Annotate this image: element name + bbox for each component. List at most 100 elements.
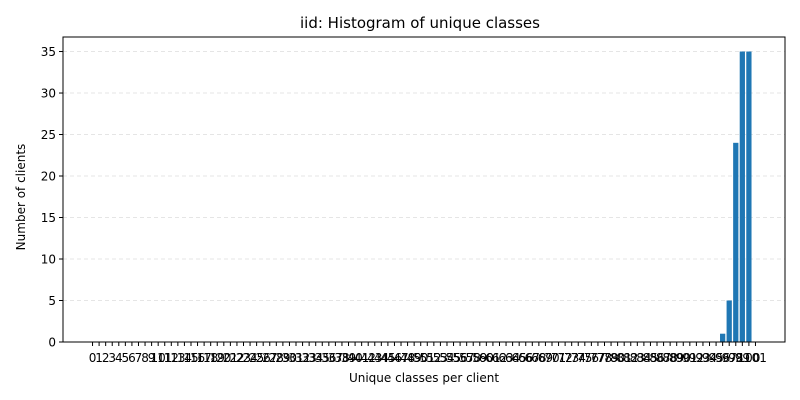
x-tick-label: 48	[400, 351, 415, 365]
x-tick-label: 23	[236, 351, 251, 365]
x-tick-label: 6	[128, 351, 136, 365]
y-axis-label: Number of clients	[14, 144, 28, 251]
x-tick-label: 27	[262, 351, 277, 365]
x-tick-label: 21	[223, 351, 238, 365]
x-tick-label: 50	[413, 351, 428, 365]
x-tick-label: 43	[367, 351, 382, 365]
x-tick-label: 90	[676, 351, 691, 365]
x-tick-label: 52	[426, 351, 441, 365]
x-tick-label: 85	[643, 351, 658, 365]
x-tick-label: 28	[269, 351, 284, 365]
x-tick-label: 30	[282, 351, 297, 365]
x-tick-label: 4	[115, 351, 123, 365]
x-tick-label: 19	[210, 351, 225, 365]
x-tick-label: 47	[393, 351, 408, 365]
x-tick-label: 71	[551, 351, 566, 365]
x-tick-label: 83	[630, 351, 645, 365]
x-tick-label: 31	[288, 351, 303, 365]
x-tick-label: 80	[610, 351, 625, 365]
x-tick-label: 11	[157, 351, 172, 365]
x-tick-label: 8	[141, 351, 149, 365]
y-tick-label: 25	[41, 128, 56, 142]
x-tick-label: 73	[564, 351, 579, 365]
x-tick-label: 63	[498, 351, 513, 365]
x-tick-label: 97	[722, 351, 737, 365]
x-tick-label: 20	[216, 351, 231, 365]
bars	[720, 51, 752, 343]
x-tick-label: 13	[170, 351, 185, 365]
x-tick-label: 16	[190, 351, 205, 365]
x-tick-label: 72	[557, 351, 572, 365]
x-tick-label: 100	[737, 351, 760, 365]
x-tick-label: 92	[689, 351, 704, 365]
x-tick-label: 45	[380, 351, 395, 365]
x-tick-label: 53	[433, 351, 448, 365]
x-tick-label: 12	[164, 351, 179, 365]
x-tick-label: 38	[334, 351, 349, 365]
x-tick-label: 41	[354, 351, 369, 365]
chart-title: iid: Histogram of unique classes	[300, 14, 540, 32]
x-tick-label: 36	[321, 351, 336, 365]
x-tick-label: 15	[183, 351, 198, 365]
x-tick-label: 70	[544, 351, 559, 365]
x-tick-label: 59	[472, 351, 487, 365]
x-tick-label: 24	[242, 351, 257, 365]
x-tick-label: 67	[525, 351, 540, 365]
x-tick-label: 57	[459, 351, 474, 365]
x-tick-label: 5	[122, 351, 130, 365]
x-tick-label: 79	[603, 351, 618, 365]
x-tick-label: 64	[505, 351, 520, 365]
x-tick-label: 35	[315, 351, 330, 365]
bar-99	[739, 51, 745, 343]
x-axis-ticks: 0123456789101112131415161718192021222324…	[89, 342, 767, 365]
x-tick-label: 7	[135, 351, 143, 365]
x-tick-label: 76	[584, 351, 599, 365]
x-tick-label: 34	[308, 351, 323, 365]
x-tick-label: 93	[695, 351, 710, 365]
x-tick-label: 68	[531, 351, 546, 365]
x-tick-label: 94	[702, 351, 717, 365]
bar-98	[733, 142, 739, 342]
x-tick-label: 74	[571, 351, 586, 365]
y-tick-label: 30	[41, 87, 56, 101]
y-tick-label: 0	[48, 336, 56, 350]
x-tick-label: 26	[256, 351, 271, 365]
y-tick-label: 15	[41, 211, 56, 225]
x-tick-label: 101	[744, 351, 767, 365]
x-tick-label: 25	[249, 351, 264, 365]
x-tick-label: 88	[662, 351, 677, 365]
bar-100	[746, 51, 752, 343]
bar-97	[726, 300, 732, 342]
x-tick-label: 82	[623, 351, 638, 365]
x-tick-label: 22	[229, 351, 244, 365]
x-tick-label: 55	[446, 351, 461, 365]
y-tick-label: 5	[48, 294, 56, 308]
x-tick-label: 9	[148, 351, 156, 365]
x-tick-label: 33	[301, 351, 316, 365]
x-tick-label: 61	[485, 351, 500, 365]
bar-96	[720, 333, 726, 342]
x-tick-label: 58	[466, 351, 481, 365]
x-tick-label: 3	[108, 351, 116, 365]
y-axis-ticks: 0 5 10 15 20 25 30 35	[41, 45, 63, 350]
y-tick-label: 35	[41, 45, 56, 59]
x-tick-label: 96	[715, 351, 730, 365]
y-gridlines	[63, 51, 785, 301]
x-tick-label: 60	[479, 351, 494, 365]
x-tick-label: 91	[682, 351, 697, 365]
x-tick-label: 65	[512, 351, 527, 365]
x-tick-label: 44	[374, 351, 389, 365]
x-tick-label: 10	[151, 351, 166, 365]
x-tick-label: 98	[728, 351, 743, 365]
x-tick-label: 2	[102, 351, 110, 365]
x-tick-label: 78	[597, 351, 612, 365]
x-tick-label: 56	[452, 351, 467, 365]
x-tick-label: 17	[196, 351, 211, 365]
x-tick-label: 42	[361, 351, 376, 365]
x-tick-label: 1	[95, 351, 103, 365]
plot-frame	[62, 36, 786, 343]
x-tick-label: 39	[341, 351, 356, 365]
x-tick-label: 99	[735, 351, 750, 365]
x-tick-label: 49	[407, 351, 422, 365]
